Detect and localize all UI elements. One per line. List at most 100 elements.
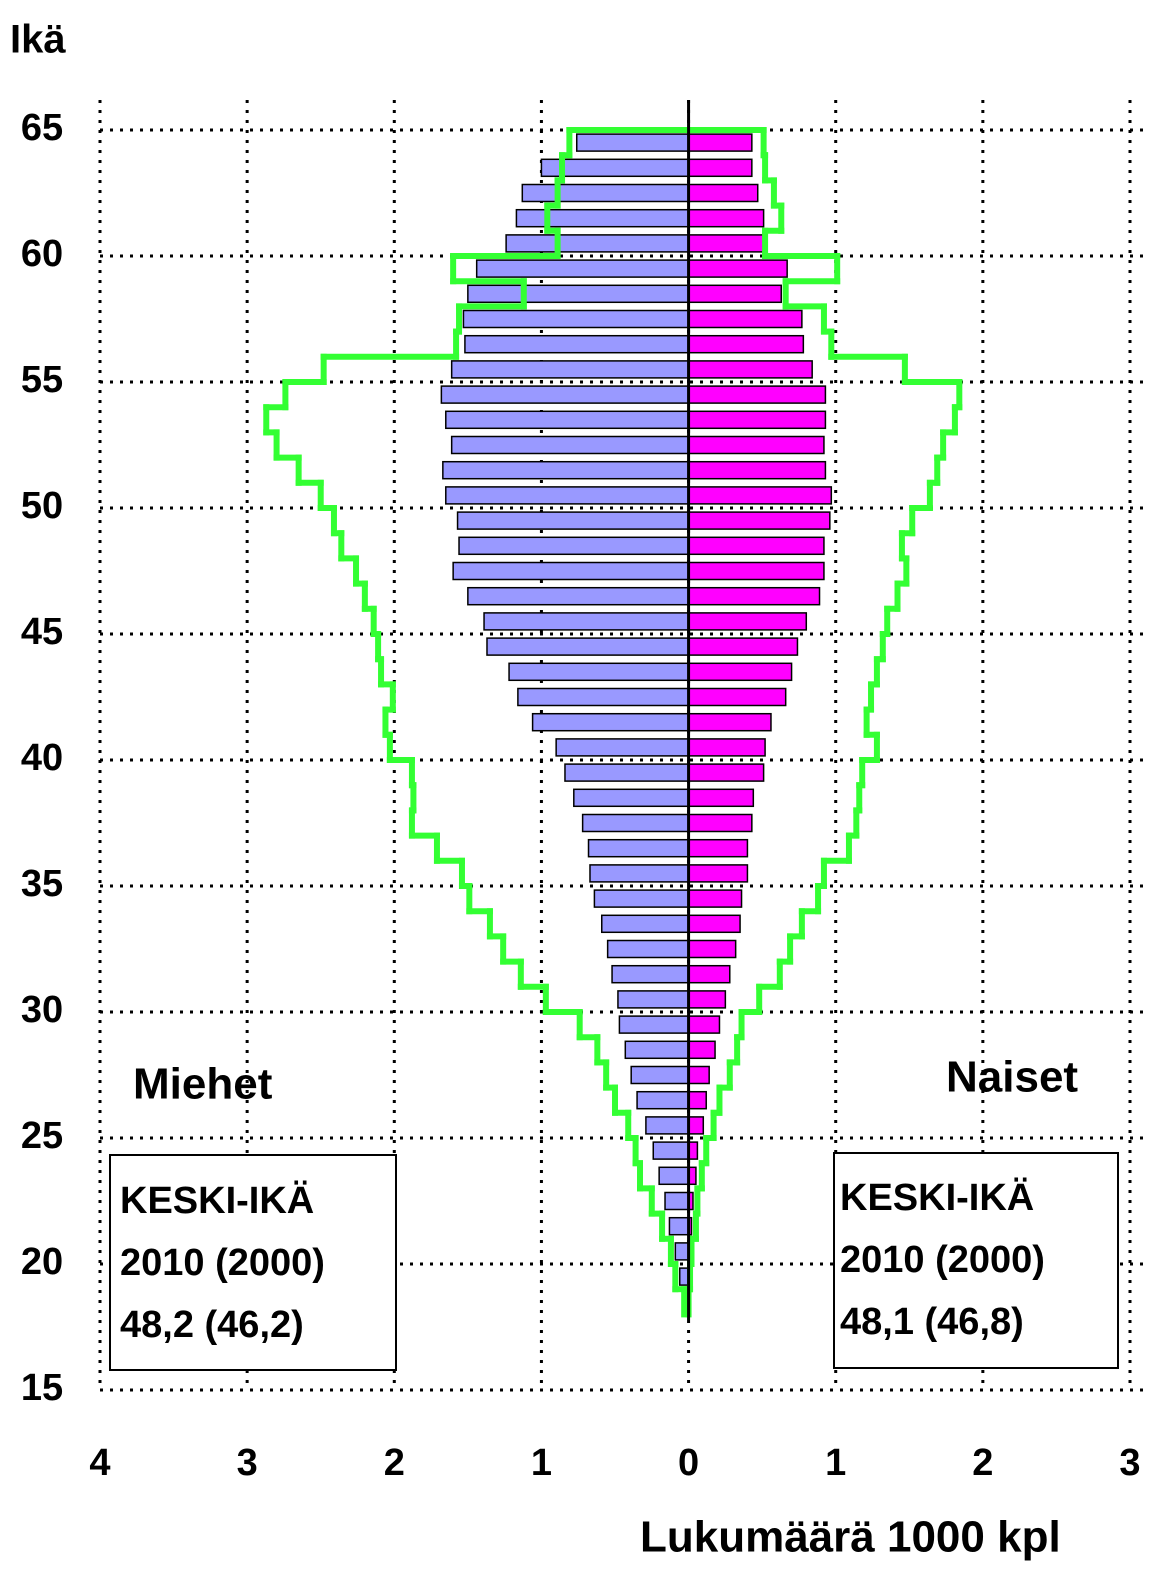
bar — [687, 208, 765, 228]
bar — [687, 284, 783, 304]
bar — [508, 662, 690, 682]
annotation: KESKI-IKÄ — [840, 1176, 1034, 1219]
bar — [687, 536, 825, 556]
bar — [450, 435, 690, 455]
bar — [687, 662, 793, 682]
bar — [687, 410, 827, 430]
bar — [687, 435, 825, 455]
bar — [636, 1090, 690, 1110]
y-tick-label: 40 — [21, 737, 63, 779]
bar — [458, 536, 690, 556]
x-tick-label: 4 — [89, 1442, 110, 1484]
bar — [687, 1015, 721, 1034]
bar — [645, 1116, 690, 1135]
bar — [687, 511, 831, 530]
x-tick-label: 2 — [384, 1442, 405, 1484]
y-tick-label: 60 — [21, 233, 63, 275]
bar — [687, 586, 821, 606]
bar — [617, 990, 690, 1009]
bar — [687, 914, 741, 934]
bar — [687, 183, 759, 203]
bar — [687, 838, 749, 858]
bar — [618, 1015, 690, 1034]
bar — [555, 738, 690, 757]
y-axis-label: Ikä — [10, 18, 66, 62]
bar — [687, 133, 753, 152]
bar — [442, 460, 690, 480]
bar — [464, 334, 690, 354]
bar — [687, 259, 788, 278]
bar — [652, 1141, 690, 1160]
bar — [687, 939, 737, 959]
y-tick-label: 55 — [21, 359, 63, 401]
right-box — [833, 1152, 1119, 1369]
bar — [687, 1065, 710, 1085]
bar — [687, 460, 827, 480]
bar — [445, 410, 690, 430]
bar — [687, 1090, 707, 1110]
bar — [475, 259, 690, 278]
x-tick-label: 3 — [237, 1442, 258, 1484]
bar — [521, 183, 690, 203]
bar — [687, 889, 743, 908]
bar — [687, 486, 833, 505]
annotation: KESKI-IKÄ — [120, 1179, 314, 1222]
bar — [505, 234, 690, 253]
x-tick-label: 3 — [1119, 1442, 1140, 1484]
x-axis-label: Lukumäärä 1000 kpl — [640, 1513, 1061, 1562]
y-tick-label: 65 — [21, 107, 63, 149]
bar — [467, 586, 690, 606]
y-tick-label: 15 — [21, 1367, 63, 1409]
bar — [687, 234, 765, 253]
bar — [462, 309, 690, 329]
x-tick-label: 2 — [972, 1442, 993, 1484]
bar — [687, 360, 813, 379]
bar — [664, 1191, 690, 1211]
bar — [531, 712, 690, 732]
y-tick-label: 20 — [21, 1241, 63, 1283]
x-tick-label: 0 — [678, 1442, 699, 1484]
bar — [658, 1166, 690, 1186]
y-tick-label: 35 — [21, 863, 63, 905]
bar — [452, 561, 690, 581]
bar — [687, 990, 727, 1009]
y-tick-label: 45 — [21, 611, 63, 653]
bar — [674, 1242, 690, 1261]
bar — [630, 1065, 690, 1085]
bar — [445, 486, 690, 505]
bar — [515, 208, 690, 228]
bar — [687, 1040, 716, 1060]
bar — [581, 813, 690, 833]
right-label: Naiset — [946, 1053, 1078, 1102]
y-tick-label: 30 — [21, 989, 63, 1031]
bar — [687, 864, 749, 883]
bar — [440, 385, 690, 404]
bar — [687, 813, 753, 833]
bar — [593, 889, 690, 908]
bar — [483, 612, 690, 631]
bar — [624, 1040, 690, 1060]
bar — [564, 763, 690, 782]
bar — [611, 964, 690, 984]
bar — [573, 788, 690, 808]
bar — [687, 763, 765, 782]
bar — [687, 561, 825, 581]
bar — [450, 360, 690, 379]
bar — [587, 838, 690, 858]
y-tick-label: 25 — [21, 1115, 63, 1157]
bar — [606, 939, 690, 959]
bar — [687, 334, 805, 354]
bar — [467, 284, 690, 304]
bar — [687, 385, 827, 404]
bar — [486, 637, 690, 656]
bar — [589, 864, 690, 883]
annotation: 2010 (2000) — [840, 1239, 1045, 1281]
x-tick-label: 1 — [825, 1442, 846, 1484]
annotation: 48,2 (46,2) — [120, 1304, 304, 1346]
annotation: 48,1 (46,8) — [840, 1301, 1024, 1343]
y-tick-label: 50 — [21, 485, 63, 527]
bar — [687, 158, 753, 178]
bar — [601, 914, 690, 934]
bar — [687, 637, 799, 656]
